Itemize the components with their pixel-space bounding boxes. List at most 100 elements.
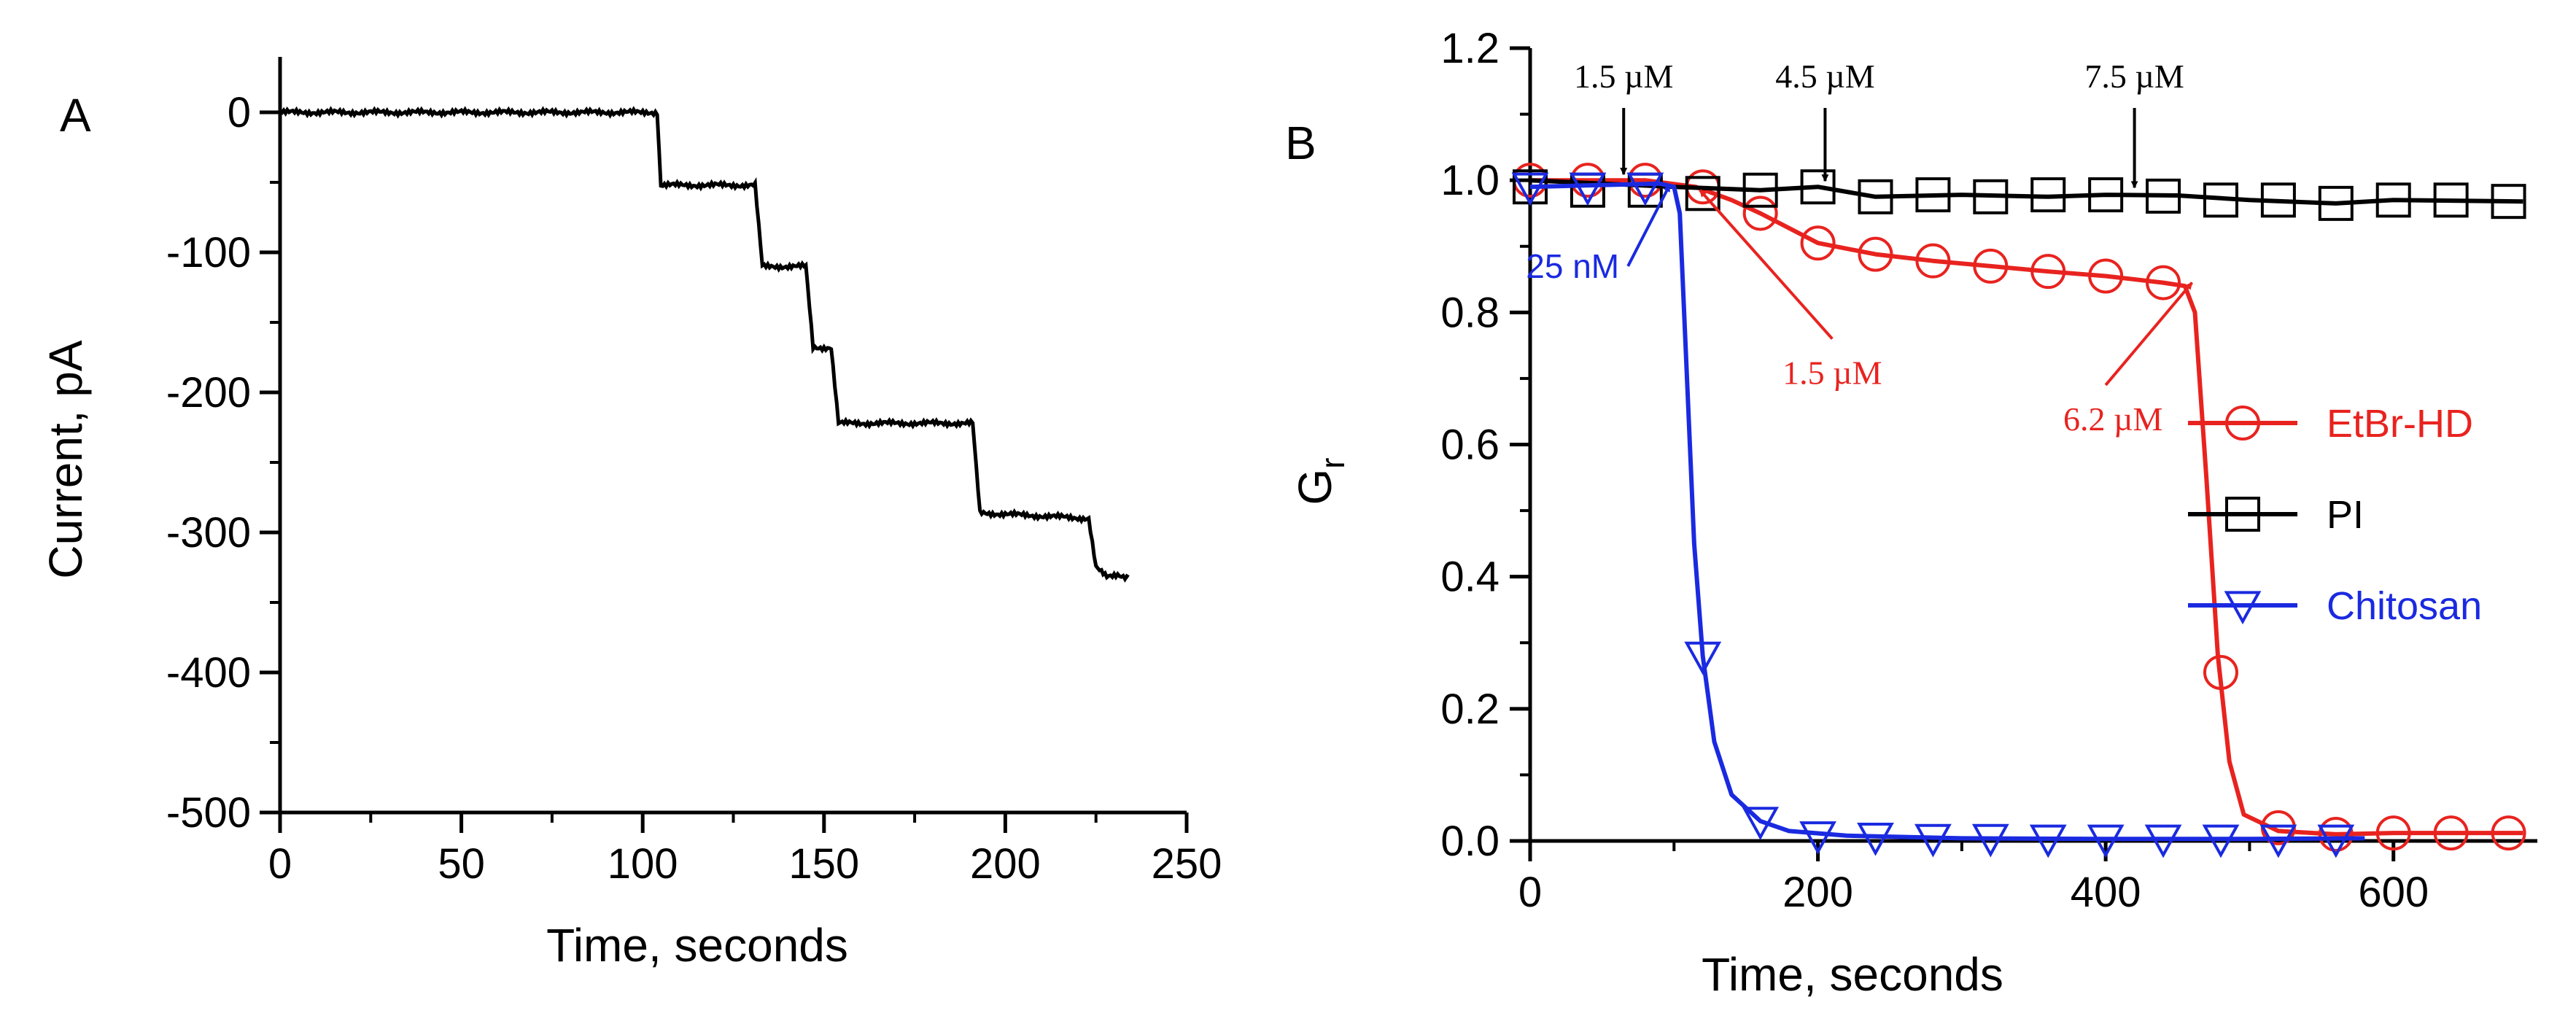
panel-b-marker-pi [1800, 169, 1836, 205]
panel-b-annotation-arrow [1699, 189, 1834, 340]
panel-b-marker-chitosan [2259, 824, 2297, 858]
panel-b-marker-chitosan [1857, 822, 1894, 856]
panel-b-marker-etbr-hd [1915, 243, 1951, 279]
panel-b-marker-chitosan [2087, 824, 2125, 858]
panel-b-label: B [1285, 117, 1316, 169]
panel-b-marker-pi [1858, 179, 1893, 214]
panel-b-marker-etbr-hd [2318, 816, 2354, 852]
panel-a-x-tick-label: 200 [970, 840, 1041, 888]
panel-b: B 0.0 0.2 0.4 0.6 0.8 1.0 1.2 0 200 400 600 1.5 µM 4… [1285, 25, 2537, 1001]
panel-b-marker-chitosan [2144, 824, 2182, 858]
panel-b-marker-pi [2203, 182, 2238, 218]
panel-b-marker-pi [1685, 176, 1720, 212]
panel-b-series-line-etbr-hd [1530, 178, 2523, 837]
panel-b-marker-chitosan [1914, 823, 1952, 858]
panel-a-x-tick-label: 150 [788, 840, 859, 888]
panel-b-marker-pi [2433, 182, 2469, 218]
panel-b-annotation-label: 1.5 µM [1574, 58, 1673, 95]
panel-b-annotation-label: 7.5 µM [2084, 58, 2184, 95]
legend-swatch-marker-pi [2225, 497, 2260, 532]
panel-a-x-tick-label: 50 [438, 840, 485, 888]
panel-b-marker-etbr-hd [2146, 265, 2181, 300]
panel-b-marker-etbr-hd [1973, 248, 2009, 284]
svg-text:Gr: Gr [1289, 457, 1351, 505]
panel-a-y-tick-label: -200 [166, 369, 251, 416]
panel-b-y-tick-label: 1.0 [1440, 157, 1500, 204]
panel-b-marker-pi [1915, 177, 1951, 213]
panel-b-marker-chitosan [2029, 824, 2067, 858]
panel-b-marker-chitosan [1742, 807, 1780, 840]
panel-b-annotation-label: 6.2 µM [2063, 400, 2162, 438]
panel-a-label: A [60, 89, 91, 141]
panel-b-marker-chitosan [2317, 824, 2355, 858]
panel-b-y-axis-title-sub: r [1314, 457, 1351, 468]
panel-b-marker-etbr-hd [2433, 815, 2469, 851]
panel-b-marker-chitosan [1569, 172, 1607, 206]
panel-a-y-tick-label: 0 [228, 89, 251, 136]
panel-b-y-tick-label: 0.4 [1440, 554, 1500, 601]
panel-a-y-tick-label: -500 [166, 789, 251, 837]
panel-b-series-line-pi [1529, 178, 2523, 206]
panel-b-y-tick-label: 0.6 [1440, 422, 1500, 469]
panel-b-marker-chitosan [2202, 824, 2240, 858]
panel-b-annotation-label: 1.5 µM [1782, 354, 1882, 392]
legend-label-etbr-hd: EtBr-HD [2327, 402, 2473, 446]
panel-b-x-axis-title: Time, seconds [1702, 948, 2003, 1001]
panel-b-marker-chitosan [1626, 172, 1664, 206]
panel-b-annotation-label: 25 nM [1526, 247, 1619, 285]
panel-b-marker-pi [2030, 177, 2066, 213]
panel-b-marker-chitosan [1684, 641, 1722, 675]
panel-a-y-tick-label: -300 [166, 509, 251, 556]
panel-b-plot-area: 0.0 0.2 0.4 0.6 0.8 1.0 1.2 0 200 400 600 1.5 µM 4.5… [1440, 25, 2537, 916]
panel-b-y-tick-label: 0.2 [1440, 686, 1500, 733]
panel-b-y-axis-title: Gr [1289, 457, 1351, 505]
panel-b-x-tick-label: 600 [2358, 869, 2429, 916]
panel-b-annotation-label: 4.5 µM [1775, 58, 1874, 95]
panel-b-marker-etbr-hd [1858, 236, 1893, 272]
panel-a-x-tick-label: 100 [608, 840, 678, 888]
panel-a-x-axis-title: Time, seconds [546, 919, 848, 971]
panel-b-marker-chitosan [1511, 172, 1549, 206]
panel-b-marker-etbr-hd [1742, 195, 1778, 231]
panel-b-marker-etbr-hd [2375, 815, 2411, 851]
panel-b-annotation-arrow [1626, 184, 1672, 267]
panel-b-marker-pi [2375, 182, 2411, 218]
panel-a: A 0 -100 -200 -300 -400 -500 0 50 100 150 200 250 T… [39, 57, 1222, 971]
panel-b-x-tick-label: 200 [1782, 869, 1853, 916]
panel-b-y-axis-title-main: G [1289, 469, 1341, 505]
panel-b-marker-pi [2318, 185, 2354, 221]
panel-a-x-tick-label: 250 [1152, 840, 1222, 888]
panel-b-legend: EtBr-HD PI Chitosan [2188, 402, 2482, 628]
panel-b-marker-pi [2260, 182, 2296, 218]
panel-b-y-tick-label: 1.2 [1440, 25, 1500, 72]
panel-b-marker-etbr-hd [2088, 258, 2124, 294]
panel-a-y-tick-label: -400 [166, 649, 251, 697]
panel-b-x-tick-label: 0 [1518, 869, 1542, 916]
panel-b-y-tick-label: 0.0 [1440, 818, 1500, 865]
panel-b-marker-etbr-hd [2030, 254, 2066, 290]
panel-b-y-tick-label: 0.8 [1440, 289, 1500, 336]
legend-swatch-marker-chitosan [2224, 591, 2262, 625]
panel-b-annotation-arrow [2104, 282, 2194, 387]
panel-a-x-tick-label: 0 [268, 840, 292, 888]
legend-swatch-marker-etbr-hd [2225, 406, 2260, 441]
panel-b-marker-etbr-hd [2491, 815, 2526, 851]
panel-b-marker-etbr-hd [2203, 655, 2238, 691]
panel-b-series-line-chitosan [1529, 181, 2365, 842]
panel-a-current-trace [279, 106, 1130, 583]
panel-b-marker-pi [2491, 184, 2526, 220]
legend-label-pi: PI [2327, 493, 2364, 537]
panel-b-marker-pi [2088, 177, 2124, 213]
panel-b-marker-pi [2146, 178, 2181, 214]
panel-b-marker-chitosan [1971, 823, 2009, 858]
panel-a-y-tick-label: -100 [166, 229, 251, 276]
panel-a-y-axis-title: Current, pA [39, 340, 92, 579]
panel-b-marker-chitosan [1799, 821, 1836, 855]
panel-a-plot-area: 0 -100 -200 -300 -400 -500 0 50 100 150 200 250 [166, 57, 1222, 888]
panel-b-marker-pi [1973, 179, 2009, 214]
panel-b-marker-etbr-hd [1800, 225, 1836, 261]
panel-b-x-tick-label: 400 [2071, 869, 2141, 916]
panel-b-marker-pi [1742, 172, 1778, 208]
legend-label-chitosan: Chitosan [2327, 584, 2482, 628]
